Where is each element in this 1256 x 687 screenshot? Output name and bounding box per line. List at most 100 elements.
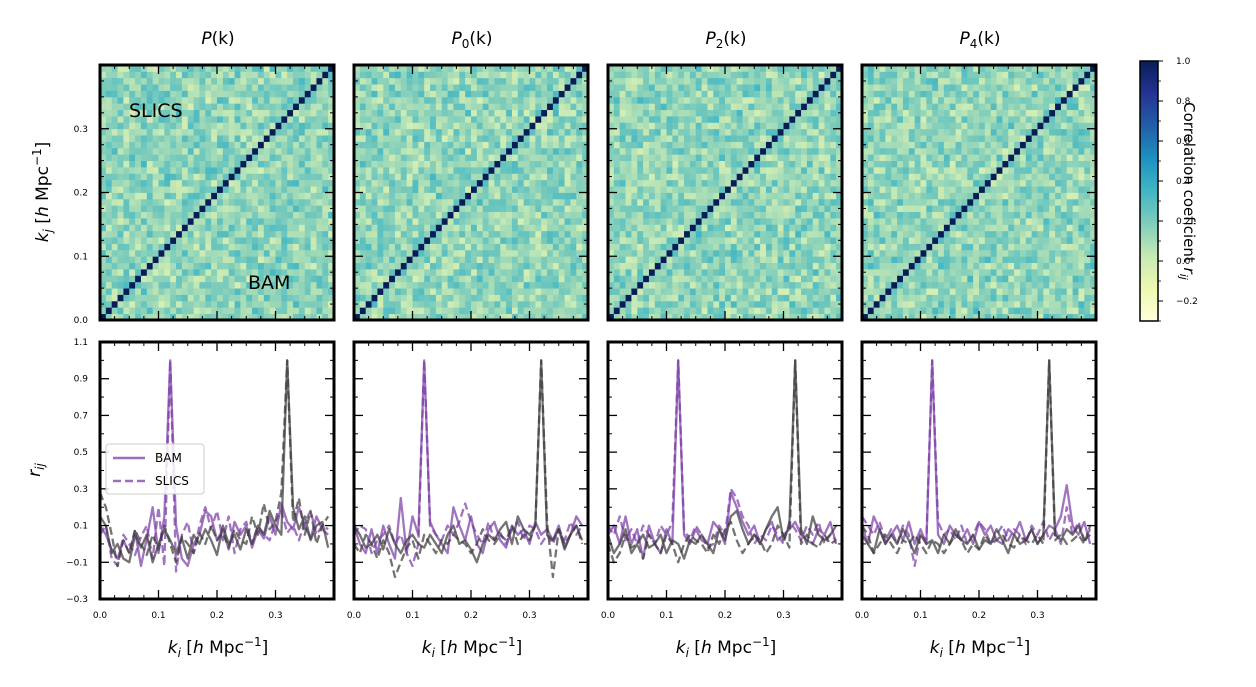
- heatmap-cell: [287, 179, 294, 187]
- heatmap-cell: [736, 103, 743, 111]
- heatmap-cell: [322, 65, 329, 72]
- heatmap-cell: [205, 205, 212, 213]
- heatmap-cell: [824, 192, 831, 200]
- heatmap-cell: [146, 205, 154, 213]
- heatmap-cell: [488, 109, 495, 117]
- heatmap-cell: [359, 186, 367, 193]
- heatmap-cell: [511, 211, 519, 219]
- heatmap-cell: [558, 230, 565, 238]
- heatmap-cell: [885, 256, 892, 264]
- heatmap-cell: [637, 160, 644, 168]
- heatmap-cell: [123, 141, 130, 149]
- heatmap-cell: [836, 160, 843, 168]
- heatmap-cell: [476, 192, 484, 200]
- heatmap-cell: [760, 77, 767, 85]
- heatmap-cell: [873, 294, 880, 302]
- heatmap-cell: [406, 71, 413, 79]
- heatmap-cell: [547, 243, 554, 251]
- heatmap-cell: [637, 281, 644, 289]
- heatmap-cell: [824, 84, 831, 91]
- heatmap-cell: [713, 262, 720, 270]
- heatmap-cell: [812, 205, 819, 213]
- heatmap-cell: [713, 128, 720, 136]
- heatmap-cell: [564, 77, 571, 85]
- heatmap-cell: [176, 281, 183, 289]
- heatmap-cell: [222, 230, 230, 238]
- heatmap-cell: [418, 160, 425, 168]
- heatmap-cell: [377, 128, 384, 136]
- heatmap-cell: [298, 211, 306, 219]
- heatmap-cell: [123, 147, 130, 155]
- heatmap-cell: [684, 141, 691, 149]
- heatmap-cell: [608, 224, 615, 232]
- heatmap-cell: [117, 103, 124, 111]
- heatmap-cell: [672, 147, 679, 155]
- heatmap-cell: [269, 135, 276, 142]
- heatmap-cell: [129, 65, 136, 72]
- heatmap-cell: [123, 281, 130, 289]
- heatmap-cell: [654, 249, 662, 257]
- heatmap-cell: [535, 224, 542, 232]
- heatmap-cell: [123, 103, 130, 111]
- heatmap-cell: [170, 288, 177, 295]
- heatmap-cell: [275, 167, 282, 174]
- heatmap-cell: [482, 224, 489, 232]
- heatmap-cell: [488, 262, 495, 270]
- heatmap-cell: [719, 186, 726, 193]
- heatmap-cell: [707, 192, 714, 200]
- heatmap-cell: [608, 90, 615, 98]
- heatmap-cell: [322, 281, 329, 289]
- heatmap-cell: [506, 294, 513, 302]
- heatmap-cell: [430, 90, 437, 98]
- heatmap-cell: [234, 186, 241, 193]
- heatmap-cell: [435, 269, 443, 276]
- heatmap-cell: [830, 77, 837, 85]
- heatmap-cell: [269, 65, 276, 72]
- heatmap-cell: [246, 96, 253, 104]
- heatmap-cell: [666, 313, 673, 321]
- heatmap-cell: [795, 288, 802, 295]
- heatmap-cell: [383, 205, 390, 213]
- heatmap-cell: [754, 294, 761, 302]
- heatmap-cell: [547, 192, 554, 200]
- heatmap-cell: [637, 96, 644, 104]
- heatmap-cell: [316, 154, 323, 162]
- heatmap-cell: [879, 192, 886, 200]
- heatmap-cell: [488, 288, 495, 295]
- heatmap-cell: [608, 281, 615, 289]
- heatmap-cell: [105, 307, 113, 315]
- heatmap-cell: [777, 154, 784, 162]
- heatmap-cell: [293, 237, 300, 244]
- heatmap-cell: [719, 167, 726, 174]
- heatmap-cell: [482, 186, 489, 193]
- heatmap-cell: [140, 116, 148, 123]
- heatmap-cell: [689, 65, 697, 72]
- heatmap-cell: [187, 141, 194, 149]
- heatmap-cell: [465, 173, 472, 181]
- heatmap-cell: [637, 154, 644, 162]
- heatmap-cell: [328, 103, 335, 111]
- heatmap-cell: [666, 237, 673, 244]
- heatmap-cell: [187, 179, 194, 187]
- heatmap-cell: [648, 103, 656, 111]
- heatmap-cell: [252, 109, 259, 117]
- heatmap-cell: [570, 205, 577, 213]
- heatmap-cell: [760, 186, 767, 193]
- heatmap-cell: [576, 294, 583, 302]
- heatmap-cell: [365, 141, 372, 149]
- heatmap-cell: [684, 281, 691, 289]
- heatmap-cell: [389, 256, 396, 264]
- heatmap-cell: [193, 173, 200, 181]
- heatmap-cell: [123, 237, 130, 244]
- heatmap-cell: [211, 249, 218, 257]
- heatmap-cell: [281, 205, 288, 213]
- heatmap-cell: [181, 71, 189, 79]
- heatmap-cell: [631, 128, 638, 136]
- heatmap-cell: [257, 103, 265, 111]
- heatmap-cell: [181, 237, 189, 244]
- heatmap-cell: [789, 154, 796, 162]
- heatmap-cell: [613, 173, 621, 181]
- heatmap-cell: [123, 128, 130, 136]
- heatmap-cell: [435, 135, 443, 142]
- heatmap-cell: [707, 154, 714, 162]
